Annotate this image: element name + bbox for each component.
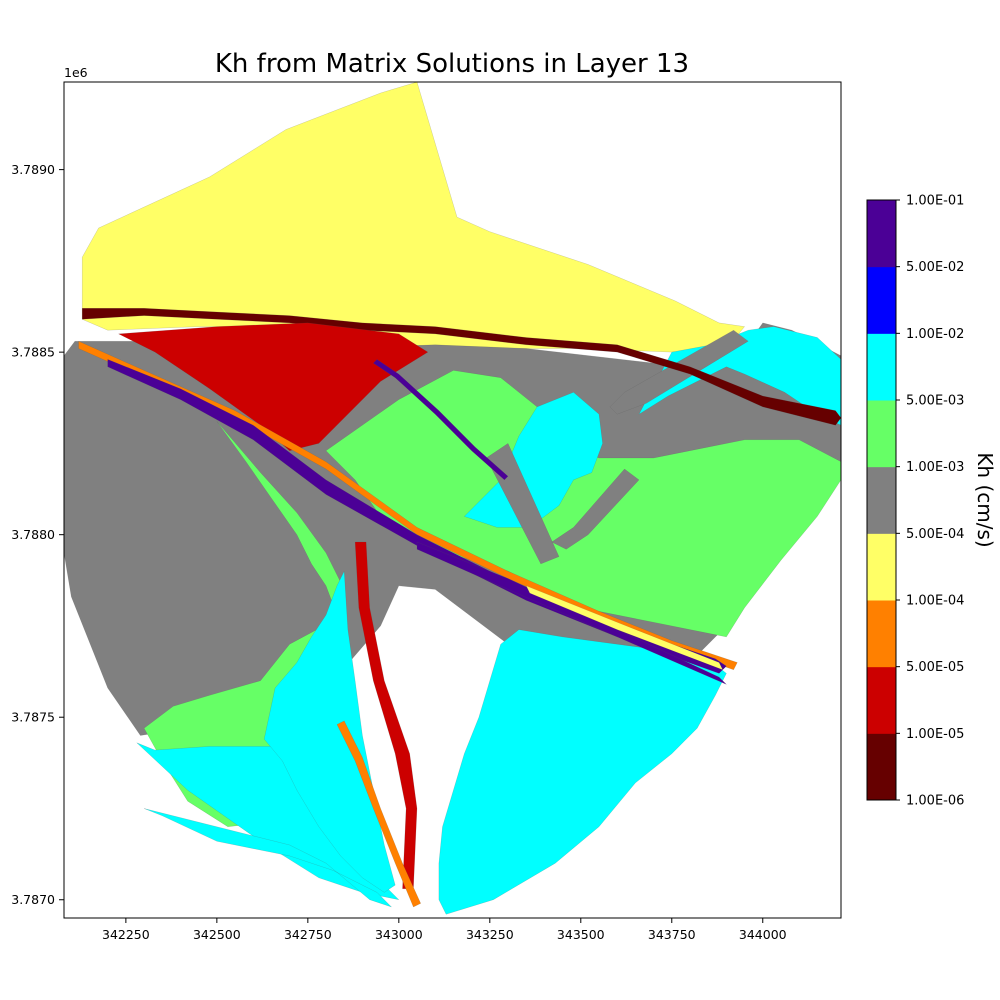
colorbar: 1.00E-06 1.00E-05 5.00E-05 1.00E-04 5.00E-04…: [866, 194, 964, 809]
colorbar-tick-label: 1.00E-05: [906, 727, 964, 742]
plot-frame: [63, 81, 842, 919]
kh-zone-6: [264, 570, 396, 893]
colorbar-tick-label: 5.00E-03: [906, 394, 964, 409]
colorbar-tick-label: 1.00E-04: [906, 594, 964, 609]
colorbar-segment: [867, 666, 896, 734]
chart-title: Kh from Matrix Solutions in Layer 13: [215, 49, 689, 79]
kh-zone-1: [118, 322, 429, 451]
y-tick-label: 3.7875: [11, 710, 55, 725]
x-tick-label: 343750: [648, 927, 696, 942]
colorbar-tick-label: 1.00E-06: [906, 794, 964, 809]
colorbar-tick-label: 1.00E-02: [906, 327, 964, 342]
colorbar-segment: [867, 266, 896, 334]
colorbar-title: Kh (cm/s): [973, 452, 997, 547]
colorbar-tick-label: 5.00E-05: [906, 660, 964, 675]
colorbar-tick-label: 5.00E-04: [906, 527, 964, 542]
x-tick-label: 343000: [375, 927, 423, 942]
x-tick-label: 342750: [284, 927, 332, 942]
x-tick-label: 344000: [739, 927, 787, 942]
y-tick-label: 3.7890: [11, 162, 55, 177]
kh-zone-3: [525, 585, 724, 671]
colorbar-frame: [866, 199, 897, 801]
colorbar-segment: [867, 533, 896, 601]
kh-zone-4: [551, 468, 640, 550]
y-tick-label: 3.7870: [11, 892, 55, 907]
colorbar-segment: [867, 600, 896, 668]
colorbar-tick-label: 5.00E-02: [906, 260, 964, 275]
kh-zone-8: [373, 359, 509, 481]
kh-zone-6: [438, 629, 727, 915]
kh-zone-2: [336, 720, 421, 908]
x-axis: 342250 342500 342750 343000 343250 343500 3437…: [102, 918, 787, 942]
kh-zone-6: [144, 808, 392, 908]
zones-layer: [64, 82, 841, 915]
y-tick-label: 3.7880: [11, 527, 55, 542]
x-tick-label: 343500: [557, 927, 605, 942]
colorbar-segment: [867, 333, 896, 401]
y-axis: 3.7870 3.7875 3.7880 3.7885 3.7890: [11, 162, 64, 907]
y-tick-label: 3.7885: [11, 345, 55, 360]
colorbar-tick-label: 1.00E-01: [906, 194, 964, 209]
colorbar-segment: [867, 200, 896, 268]
colorbar-segment: [867, 733, 896, 801]
x-tick-label: 342500: [193, 927, 241, 942]
colorbar-tick-label: 1.00E-03: [906, 460, 964, 475]
y-offset-label: 1e6: [64, 65, 88, 80]
colorbar-segment: [867, 400, 896, 468]
x-tick-label: 342250: [102, 927, 150, 942]
x-tick-label: 343250: [466, 927, 514, 942]
kh-zone-4: [609, 330, 749, 415]
colorbar-segment: [867, 466, 896, 534]
